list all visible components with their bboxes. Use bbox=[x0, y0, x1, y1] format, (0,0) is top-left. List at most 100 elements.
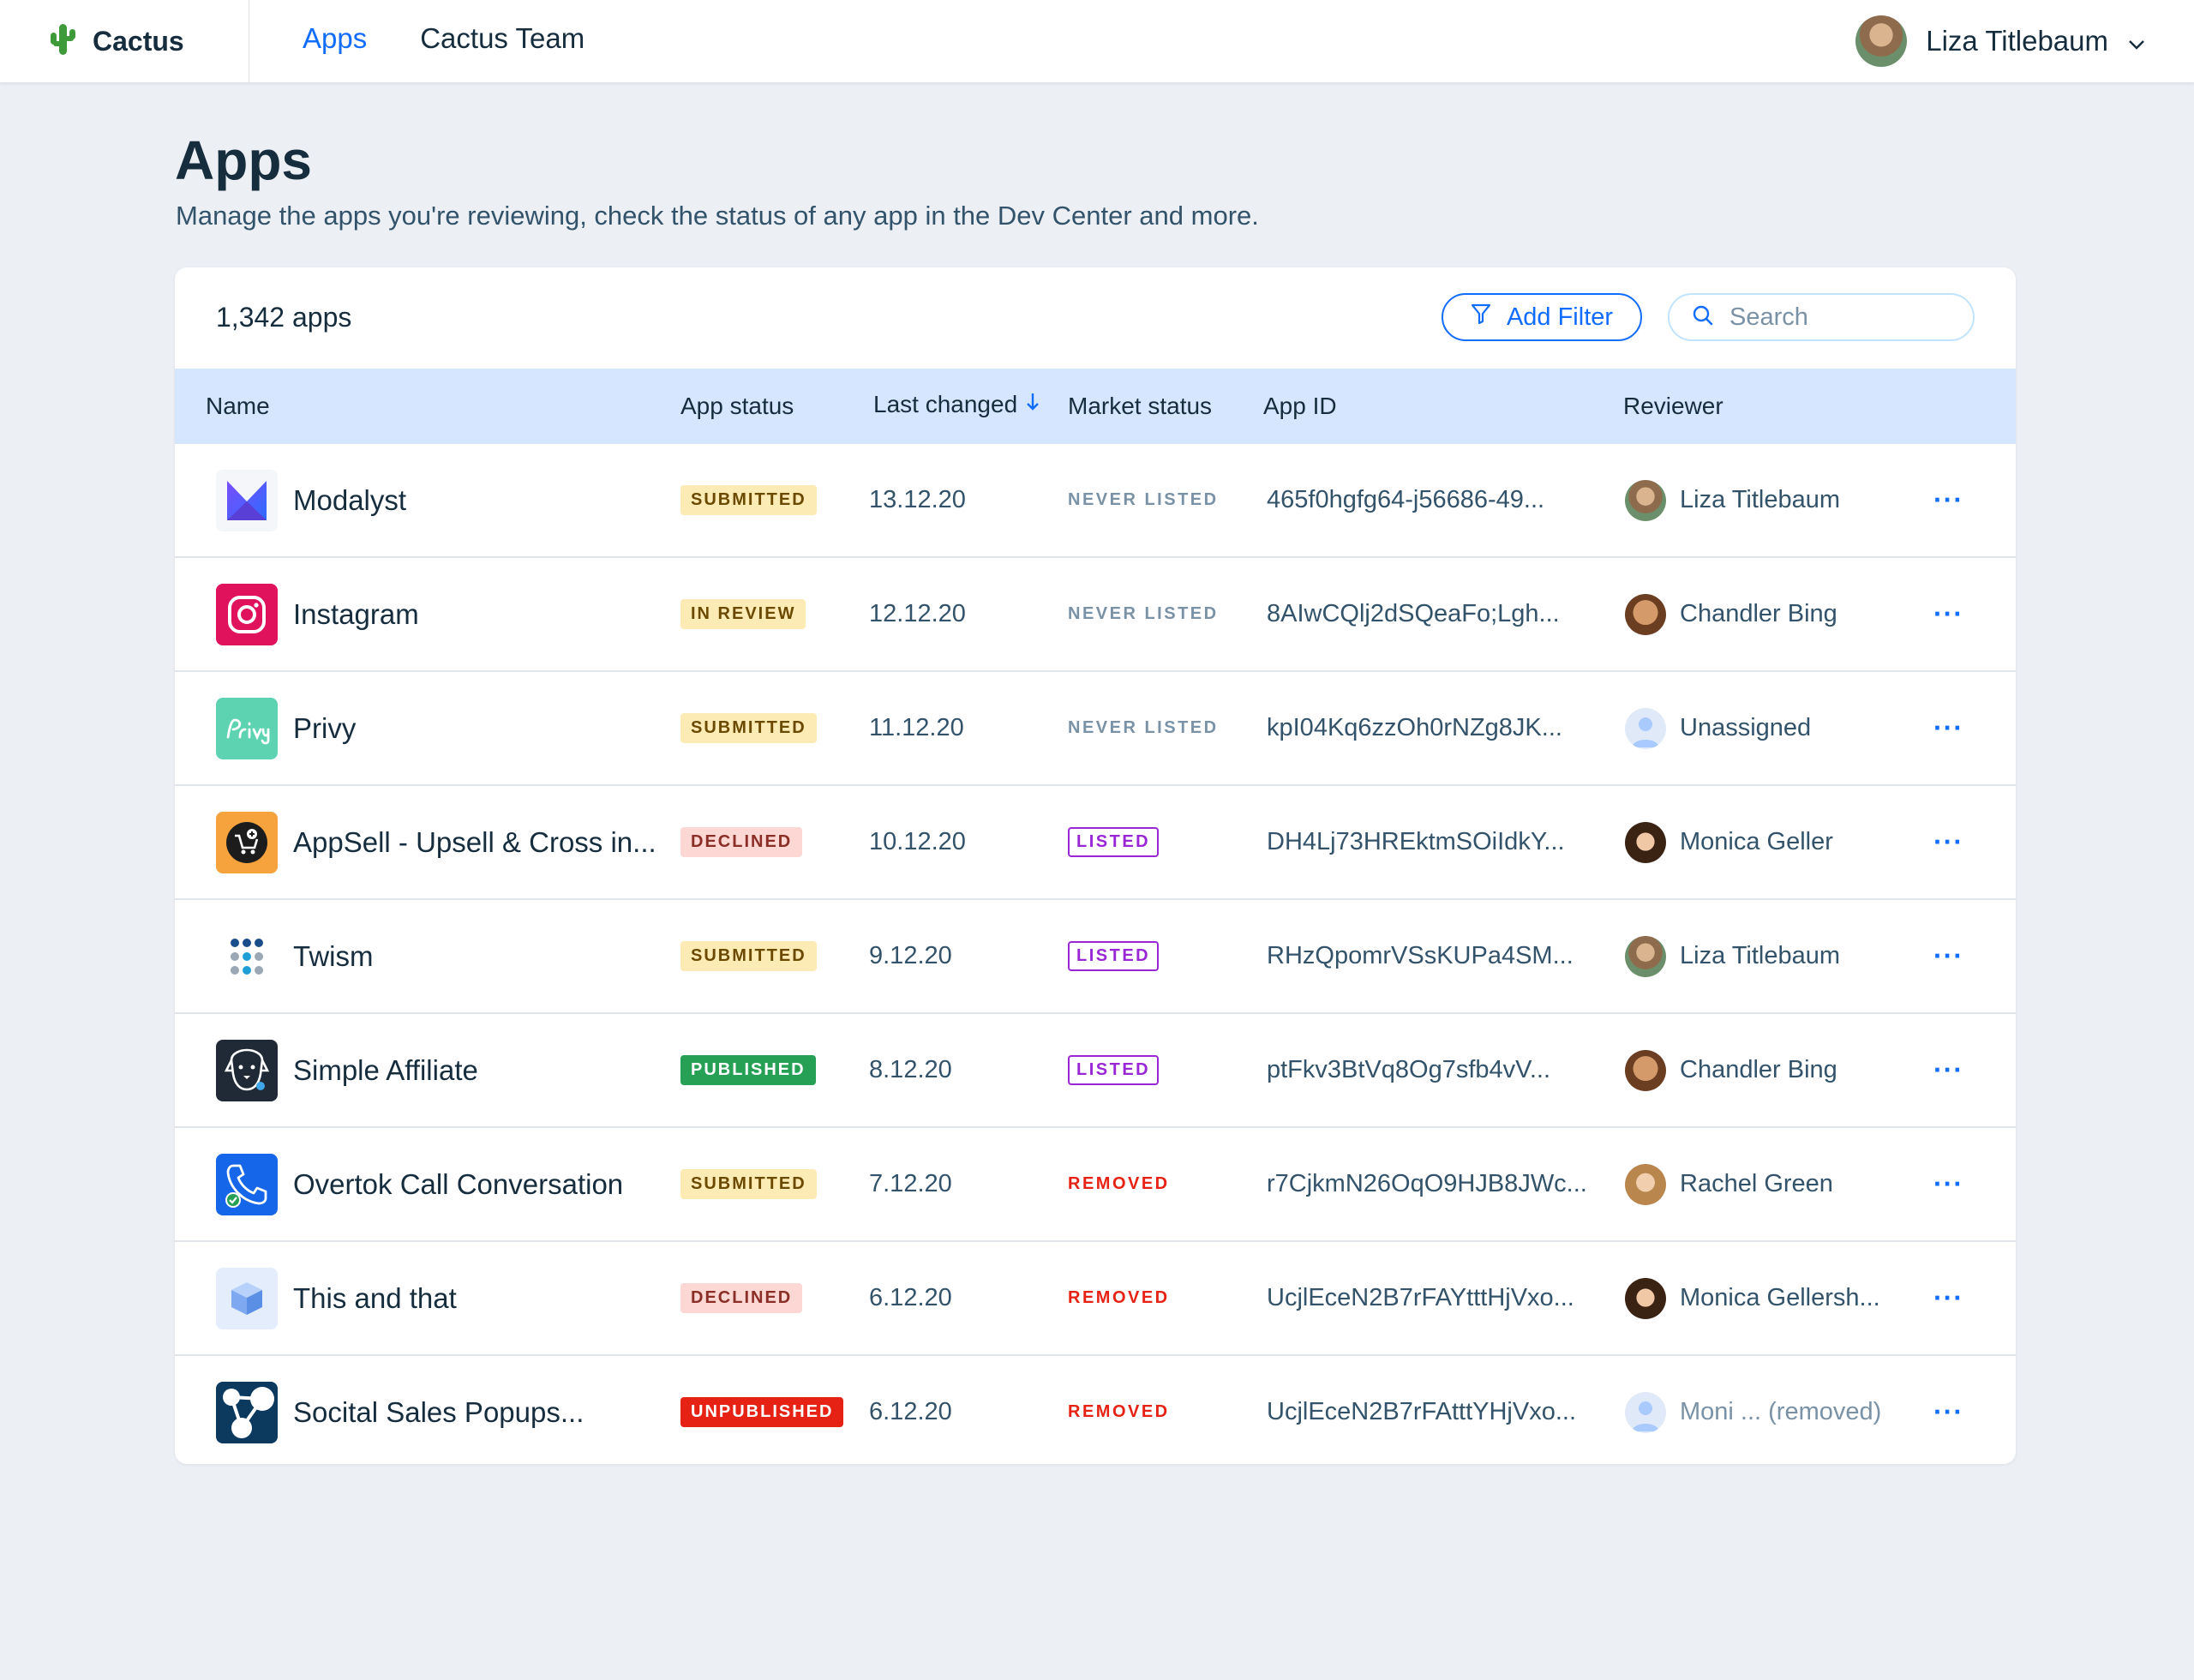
reviewer-avatar bbox=[1625, 935, 1666, 977]
market-status-label: LISTED bbox=[1068, 827, 1160, 857]
status-badge: DECLINED bbox=[680, 1283, 803, 1313]
table-row[interactable]: Privy SUBMITTED 11.12.20 NEVER LISTED kp… bbox=[175, 670, 2016, 784]
app-name[interactable]: Simple Affiliate bbox=[293, 1053, 478, 1086]
reviewer-name: Liza Titlebaum bbox=[1680, 942, 1840, 969]
table-header: Name App status Last changed Market stat… bbox=[175, 369, 2016, 444]
app-name[interactable]: Socital Sales Popups... bbox=[293, 1395, 584, 1428]
row-more-actions-icon[interactable]: ··· bbox=[1933, 826, 1963, 857]
reviewer-name: Liza Titlebaum bbox=[1680, 486, 1840, 513]
reviewer-avatar bbox=[1625, 821, 1666, 863]
column-header-reviewer[interactable]: Reviewer bbox=[1623, 393, 1723, 419]
reviewer-cell: Monica Geller bbox=[1625, 786, 1833, 898]
last-changed-cell: 8.12.20 bbox=[869, 1056, 952, 1083]
app-name[interactable]: Modalyst bbox=[293, 483, 407, 516]
app-name[interactable]: AppSell - Upsell & Cross in... bbox=[293, 825, 656, 858]
table-row[interactable]: This and that DECLINED 6.12.20 REMOVED U… bbox=[175, 1240, 2016, 1354]
app-status-cell: SUBMITTED bbox=[680, 1128, 817, 1240]
page-subtitle: Manage the apps you're reviewing, check … bbox=[176, 201, 1259, 231]
search-icon bbox=[1692, 304, 1714, 331]
cactus-logo-icon bbox=[48, 22, 77, 61]
nav-apps[interactable]: Apps bbox=[303, 22, 368, 54]
app-status-cell: DECLINED bbox=[680, 1242, 803, 1354]
app-status-cell: SUBMITTED bbox=[680, 900, 817, 1012]
search-input[interactable] bbox=[1728, 302, 1963, 333]
app-name[interactable]: Overtok Call Conversation bbox=[293, 1167, 624, 1200]
column-header-last-changed[interactable]: Last changed bbox=[873, 391, 1040, 418]
market-status-cell: LISTED bbox=[1068, 900, 1160, 1012]
app-id-cell: r7CjkmN26OqO9HJB8JWc... bbox=[1267, 1170, 1587, 1197]
last-changed-cell: 10.12.20 bbox=[869, 828, 966, 855]
row-more-actions-icon[interactable]: ··· bbox=[1933, 940, 1963, 971]
status-badge: SUBMITTED bbox=[680, 941, 817, 971]
row-more-actions-icon[interactable]: ··· bbox=[1933, 1396, 1963, 1427]
add-filter-button[interactable]: Add Filter bbox=[1442, 293, 1642, 341]
add-filter-label: Add Filter bbox=[1506, 303, 1614, 331]
last-changed-cell: 11.12.20 bbox=[869, 714, 964, 741]
app-name[interactable]: This and that bbox=[293, 1281, 457, 1314]
status-badge: UNPUBLISHED bbox=[680, 1397, 844, 1427]
reviewer-name: Chandler Bing bbox=[1680, 1056, 1837, 1083]
row-more-actions-icon[interactable]: ··· bbox=[1933, 712, 1963, 743]
user-name: Liza Titlebaum bbox=[1926, 25, 2108, 57]
modalyst-icon bbox=[216, 469, 278, 531]
market-status-label: LISTED bbox=[1068, 941, 1160, 971]
reviewer-cell: Chandler Bing bbox=[1625, 558, 1837, 670]
status-badge: SUBMITTED bbox=[680, 713, 817, 743]
brand[interactable]: Cactus bbox=[48, 21, 184, 62]
table-row[interactable]: Modalyst SUBMITTED 13.12.20 NEVER LISTED… bbox=[175, 444, 2016, 556]
reviewer-cell: Unassigned bbox=[1625, 672, 1811, 784]
brand-name: Cactus bbox=[93, 25, 184, 57]
unassigned-avatar-icon bbox=[1625, 707, 1666, 749]
last-changed-label: Last changed bbox=[873, 391, 1018, 417]
user-menu[interactable]: Liza Titlebaum bbox=[1855, 15, 2146, 67]
market-status-cell: NEVER LISTED bbox=[1068, 558, 1219, 670]
table-row[interactable]: Instagram IN REVIEW 12.12.20 NEVER LISTE… bbox=[175, 556, 2016, 670]
sort-arrow-down-icon bbox=[1026, 391, 1040, 418]
app-name-cell: Privy bbox=[216, 672, 356, 784]
table-body: Modalyst SUBMITTED 13.12.20 NEVER LISTED… bbox=[175, 444, 2016, 1464]
column-header-market-status[interactable]: Market status bbox=[1068, 393, 1213, 419]
table-row[interactable]: AppSell - Upsell & Cross in... DECLINED … bbox=[175, 784, 2016, 898]
market-status-cell: NEVER LISTED bbox=[1068, 444, 1219, 556]
last-changed-cell: 9.12.20 bbox=[869, 942, 952, 969]
market-status-cell: LISTED bbox=[1068, 786, 1160, 898]
app-id-cell: DH4Lj73HREktmSOiIdkY... bbox=[1267, 828, 1565, 855]
simple-affiliate-icon bbox=[216, 1039, 278, 1101]
table-row[interactable]: Socital Sales Popups... UNPUBLISHED 6.12… bbox=[175, 1354, 2016, 1464]
app-id-cell: 8AIwCQlj2dSQeaFo;Lgh... bbox=[1267, 600, 1560, 627]
reviewer-cell: Liza Titlebaum bbox=[1625, 444, 1840, 556]
overtok-icon bbox=[216, 1153, 278, 1215]
column-header-app-status[interactable]: App status bbox=[680, 393, 794, 419]
column-header-name[interactable]: Name bbox=[206, 393, 270, 419]
nav-cactus-team[interactable]: Cactus Team bbox=[420, 22, 585, 54]
column-header-app-id[interactable]: App ID bbox=[1263, 393, 1337, 419]
table-row[interactable]: Simple Affiliate PUBLISHED 8.12.20 LISTE… bbox=[175, 1012, 2016, 1126]
market-status-label: LISTED bbox=[1068, 1055, 1160, 1085]
reviewer-name: Rachel Green bbox=[1680, 1170, 1833, 1197]
app-name[interactable]: Twism bbox=[293, 939, 374, 972]
reviewer-name: Moni ... (removed) bbox=[1680, 1398, 1882, 1425]
instagram-icon bbox=[216, 583, 278, 645]
reviewer-name: Unassigned bbox=[1680, 714, 1812, 741]
filter-icon bbox=[1471, 303, 1491, 332]
market-status-cell: REMOVED bbox=[1068, 1242, 1170, 1354]
app-name-cell: This and that bbox=[216, 1242, 457, 1354]
app-name-cell: Modalyst bbox=[216, 444, 406, 556]
chevron-down-icon bbox=[2127, 25, 2146, 57]
row-more-actions-icon[interactable]: ··· bbox=[1933, 1282, 1963, 1313]
market-status-label: REMOVED bbox=[1068, 1402, 1170, 1421]
row-more-actions-icon[interactable]: ··· bbox=[1933, 1168, 1963, 1199]
status-badge: SUBMITTED bbox=[680, 1169, 817, 1199]
row-more-actions-icon[interactable]: ··· bbox=[1933, 484, 1963, 515]
app-name[interactable]: Instagram bbox=[293, 597, 419, 630]
status-badge: IN REVIEW bbox=[680, 599, 806, 629]
app-name[interactable]: Privy bbox=[293, 711, 357, 744]
removed-reviewer-avatar-icon bbox=[1625, 1391, 1666, 1433]
last-changed-cell: 12.12.20 bbox=[869, 600, 966, 627]
status-badge: DECLINED bbox=[680, 827, 803, 857]
table-row[interactable]: Twism SUBMITTED 9.12.20 LISTED RHzQpomrV… bbox=[175, 898, 2016, 1012]
row-more-actions-icon[interactable]: ··· bbox=[1933, 1054, 1963, 1085]
row-more-actions-icon[interactable]: ··· bbox=[1933, 598, 1963, 629]
table-row[interactable]: Overtok Call Conversation SUBMITTED 7.12… bbox=[175, 1126, 2016, 1240]
app-name-cell: AppSell - Upsell & Cross in... bbox=[216, 786, 656, 898]
